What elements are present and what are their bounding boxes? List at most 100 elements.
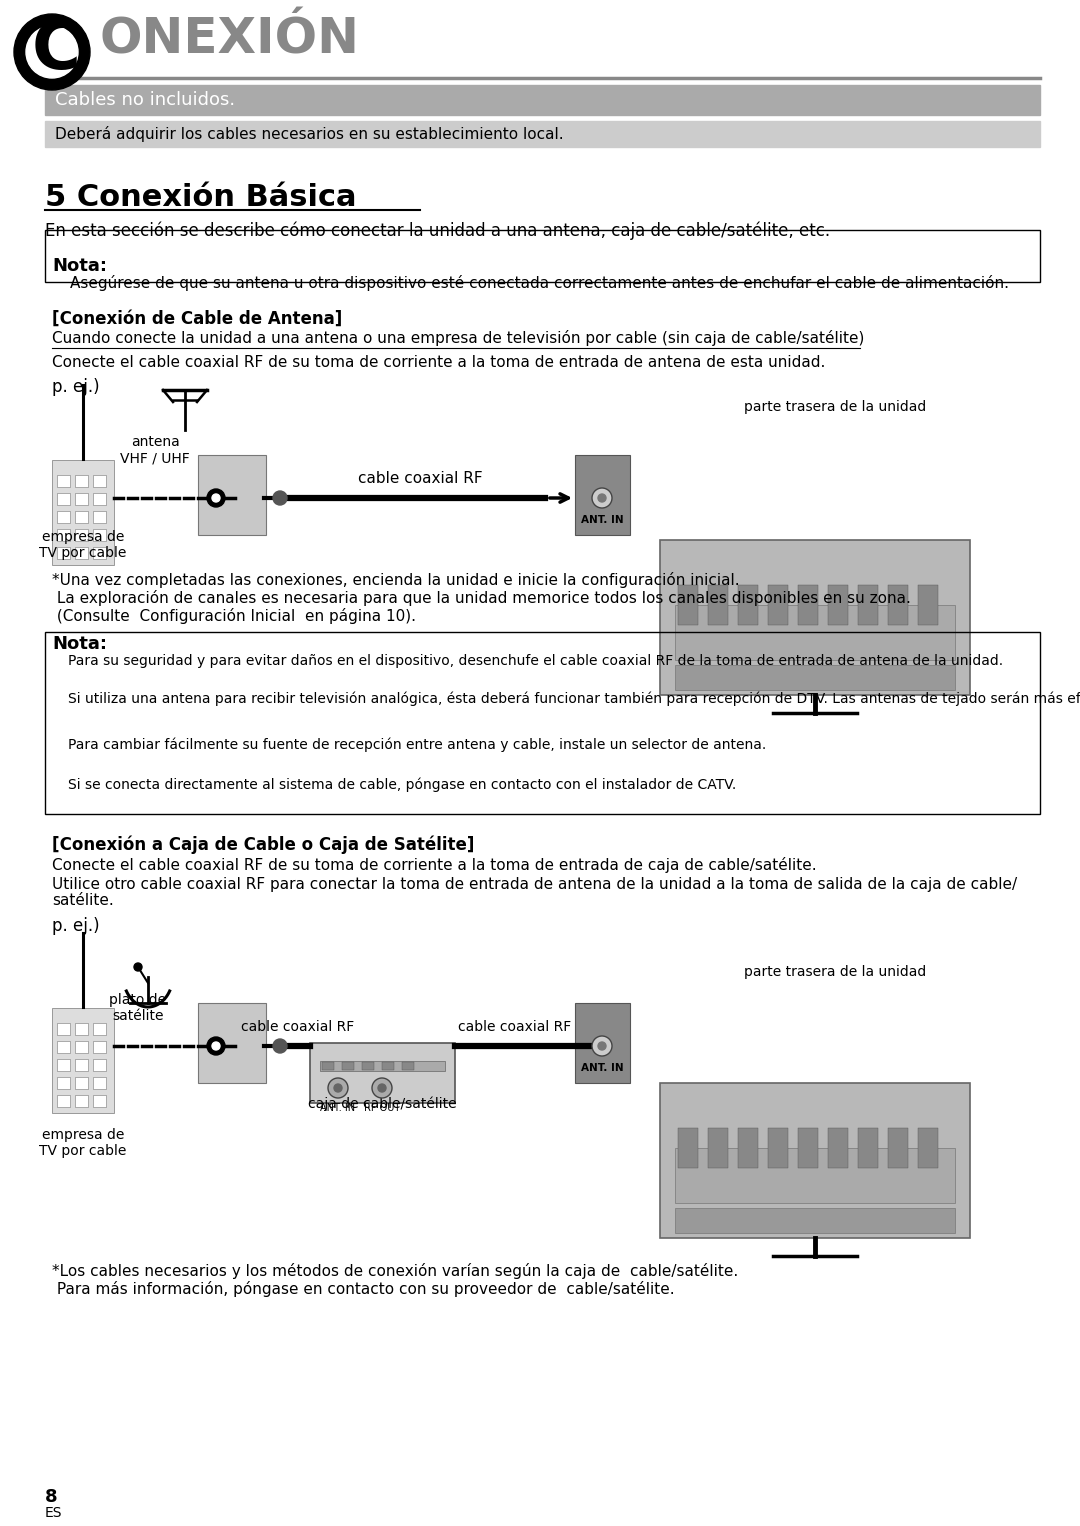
Bar xyxy=(362,1062,374,1070)
Circle shape xyxy=(273,491,287,505)
Bar xyxy=(57,1041,70,1053)
Bar xyxy=(75,475,87,487)
Bar xyxy=(93,546,106,559)
Text: cable coaxial RF: cable coaxial RF xyxy=(458,1019,571,1035)
Bar xyxy=(93,1096,106,1106)
Text: Si se conecta directamente al sistema de cable, póngase en contacto con el insta: Si se conecta directamente al sistema de… xyxy=(68,777,737,792)
Bar xyxy=(708,584,728,626)
Text: [Conexión a Caja de Cable o Caja de Satélite]: [Conexión a Caja de Cable o Caja de Saté… xyxy=(52,835,474,853)
Bar xyxy=(75,1041,87,1053)
Circle shape xyxy=(328,1077,348,1099)
Bar xyxy=(57,1077,70,1090)
Bar xyxy=(93,493,106,505)
Text: Utilice otro cable coaxial RF para conectar la toma de entrada de antena de la u: Utilice otro cable coaxial RF para conec… xyxy=(52,877,1017,893)
Bar xyxy=(575,455,630,536)
Bar xyxy=(75,1096,87,1106)
Circle shape xyxy=(207,1038,225,1054)
Bar xyxy=(45,121,1040,146)
Bar xyxy=(75,546,87,559)
Bar xyxy=(675,1209,955,1233)
Circle shape xyxy=(273,1039,287,1053)
Text: 8: 8 xyxy=(45,1488,57,1506)
Bar xyxy=(798,1128,818,1167)
Bar xyxy=(75,530,87,542)
Bar xyxy=(918,584,939,626)
Bar xyxy=(888,1128,908,1167)
Text: Cuando conecte la unidad a una antena o una empresa de televisión por cable (sin: Cuando conecte la unidad a una antena o … xyxy=(52,330,864,346)
Text: parte trasera de la unidad: parte trasera de la unidad xyxy=(744,400,927,414)
Text: satélite.: satélite. xyxy=(52,893,113,908)
Circle shape xyxy=(592,1036,612,1056)
Bar xyxy=(57,546,70,559)
Bar xyxy=(93,1041,106,1053)
Bar xyxy=(675,604,955,661)
Bar xyxy=(75,511,87,523)
Bar xyxy=(828,584,848,626)
Bar xyxy=(45,632,1040,813)
Circle shape xyxy=(212,1042,220,1050)
Text: *Los cables necesarios y los métodos de conexión varían según la caja de  cable/: *Los cables necesarios y los métodos de … xyxy=(52,1264,739,1279)
Bar xyxy=(768,1128,788,1167)
Bar xyxy=(75,1077,87,1090)
Bar xyxy=(678,584,698,626)
Text: ONEXIÓN: ONEXIÓN xyxy=(100,15,360,64)
Bar xyxy=(52,1009,114,1112)
Text: Conecte el cable coaxial RF de su toma de corriente a la toma de entrada de ante: Conecte el cable coaxial RF de su toma d… xyxy=(52,356,825,369)
Bar xyxy=(678,1128,698,1167)
Bar xyxy=(57,1059,70,1071)
Bar xyxy=(57,1096,70,1106)
Bar xyxy=(660,1083,970,1238)
Bar xyxy=(93,1022,106,1035)
Circle shape xyxy=(598,1042,606,1050)
Text: La exploración de canales es necesaria para que la unidad memorice todos los can: La exploración de canales es necesaria p… xyxy=(52,591,910,606)
Bar xyxy=(57,530,70,542)
Bar xyxy=(45,230,1040,282)
Bar xyxy=(382,1062,394,1070)
Bar xyxy=(660,540,970,694)
Text: Cables no incluidos.: Cables no incluidos. xyxy=(55,92,235,108)
Text: RF OUT: RF OUT xyxy=(364,1103,400,1112)
Bar xyxy=(738,1128,758,1167)
Text: [Conexión de Cable de Antena]: [Conexión de Cable de Antena] xyxy=(52,310,342,328)
Text: *Una vez completadas las conexiones, encienda la unidad e inicie la configuració: *Una vez completadas las conexiones, enc… xyxy=(52,572,740,588)
Text: p. ej.): p. ej.) xyxy=(52,378,99,397)
Bar xyxy=(75,493,87,505)
Bar xyxy=(75,1022,87,1035)
Text: En esta sección se describe cómo conectar la unidad a una antena, caja de cable/: En esta sección se describe cómo conecta… xyxy=(45,221,831,241)
Circle shape xyxy=(378,1083,386,1093)
Text: Nota:: Nota: xyxy=(52,635,107,653)
Text: caja de cable/satélite: caja de cable/satélite xyxy=(308,1097,457,1111)
Bar xyxy=(738,584,758,626)
Bar xyxy=(918,1128,939,1167)
Text: Para su seguridad y para evitar daños en el dispositivo, desenchufe el cable coa: Para su seguridad y para evitar daños en… xyxy=(68,655,1003,668)
Bar xyxy=(93,1077,106,1090)
Text: antena
VHF / UHF: antena VHF / UHF xyxy=(120,435,190,465)
Text: Si utiliza una antena para recibir televisión analógica, ésta deberá funcionar t: Si utiliza una antena para recibir telev… xyxy=(68,691,1080,707)
Text: empresa de
TV por cable: empresa de TV por cable xyxy=(39,530,126,560)
Bar xyxy=(93,530,106,542)
Circle shape xyxy=(14,14,90,90)
Text: Conecte el cable coaxial RF de su toma de corriente a la toma de entrada de caja: Conecte el cable coaxial RF de su toma d… xyxy=(52,858,816,873)
Bar xyxy=(322,1062,334,1070)
Circle shape xyxy=(134,963,141,971)
Bar xyxy=(768,584,788,626)
Bar xyxy=(57,475,70,487)
Bar xyxy=(45,85,1040,114)
Circle shape xyxy=(207,488,225,507)
Text: ES: ES xyxy=(45,1506,63,1520)
Text: ANT. IN: ANT. IN xyxy=(321,1103,355,1112)
Bar xyxy=(675,665,955,690)
Text: ANT. IN: ANT. IN xyxy=(581,514,623,525)
Circle shape xyxy=(592,488,612,508)
Bar xyxy=(888,584,908,626)
Bar xyxy=(52,459,114,565)
Text: (Consulte  Configuración Inicial  en página 10).: (Consulte Configuración Inicial en págin… xyxy=(52,607,416,624)
Circle shape xyxy=(26,26,78,78)
Bar xyxy=(675,1148,955,1202)
Text: Para más información, póngase en contacto con su proveedor de  cable/satélite.: Para más información, póngase en contact… xyxy=(52,1280,675,1297)
Text: Para cambiar fácilmente su fuente de recepción entre antena y cable, instale un : Para cambiar fácilmente su fuente de rec… xyxy=(68,737,766,751)
Bar xyxy=(858,584,878,626)
Bar xyxy=(93,475,106,487)
Text: empresa de
TV por cable: empresa de TV por cable xyxy=(39,1128,126,1158)
Text: cable coaxial RF: cable coaxial RF xyxy=(357,472,483,485)
